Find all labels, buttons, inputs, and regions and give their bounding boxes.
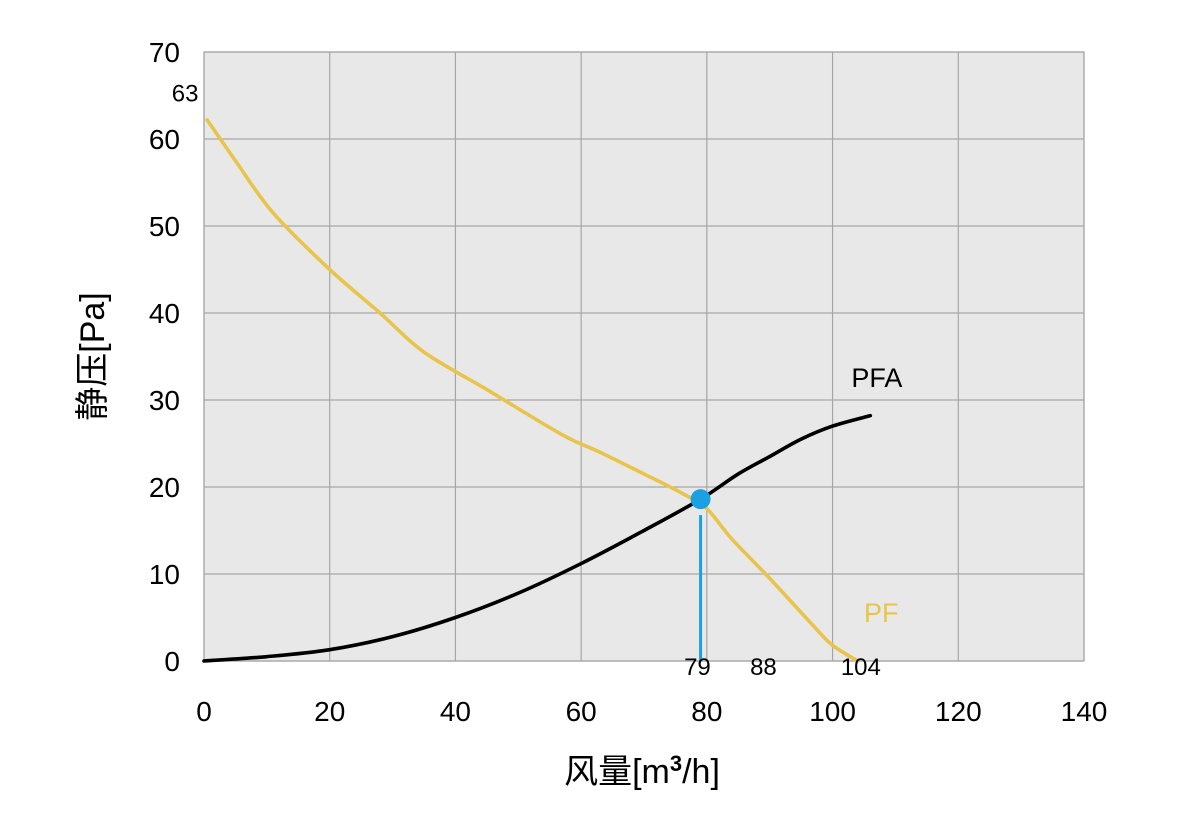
annotation-x-value-104: 104 [841,654,881,681]
y-tick-label-20: 20 [149,472,180,503]
series-label-pf: PF [864,598,899,628]
x-tick-label-120: 120 [935,696,982,727]
operating-point-group [690,489,711,661]
tick-labels: 0 20 40 60 80 100 120 140 0 10 20 30 40 50 60 70 [149,37,1108,727]
x-axis-title-main: 风量[m [564,753,670,791]
y-tick-label-40: 40 [149,298,180,329]
annotations: 63 79 88 104 [172,81,881,681]
plot-area [204,52,1084,661]
x-tick-label-80: 80 [691,696,722,727]
x-axis-title-tail: /h] [682,753,720,791]
y-tick-label-70: 70 [149,37,180,68]
series-lines: PF PFA [202,118,902,663]
x-axis-title-superscript: 3 [670,751,682,776]
x-tick-label-140: 140 [1061,696,1108,727]
annotation-y-value-63: 63 [172,81,199,108]
y-tick-label-10: 10 [149,559,180,590]
y-axis-title: 静压[Pa] [74,292,112,420]
annotation-x-value-88: 88 [750,654,777,681]
x-axis-title: 风量[m3/h] [564,751,720,791]
series-line-pfa [202,413,873,663]
x-tick-label-100: 100 [809,696,856,727]
annotation-x-value-79: 79 [684,654,711,681]
y-tick-label-60: 60 [149,124,180,155]
series-label-pfa: PFA [851,363,902,393]
x-tick-label-60: 60 [566,696,597,727]
x-tick-label-0: 0 [196,696,212,727]
y-tick-label-50: 50 [149,211,180,242]
grid [203,51,1085,662]
y-tick-label-30: 30 [149,385,180,416]
series-line-pf [205,118,860,663]
y-tick-label-0: 0 [164,646,180,677]
operating-point [690,489,711,510]
plot-frame [203,51,1085,662]
x-tick-label-20: 20 [314,696,345,727]
x-tick-label-40: 40 [440,696,471,727]
